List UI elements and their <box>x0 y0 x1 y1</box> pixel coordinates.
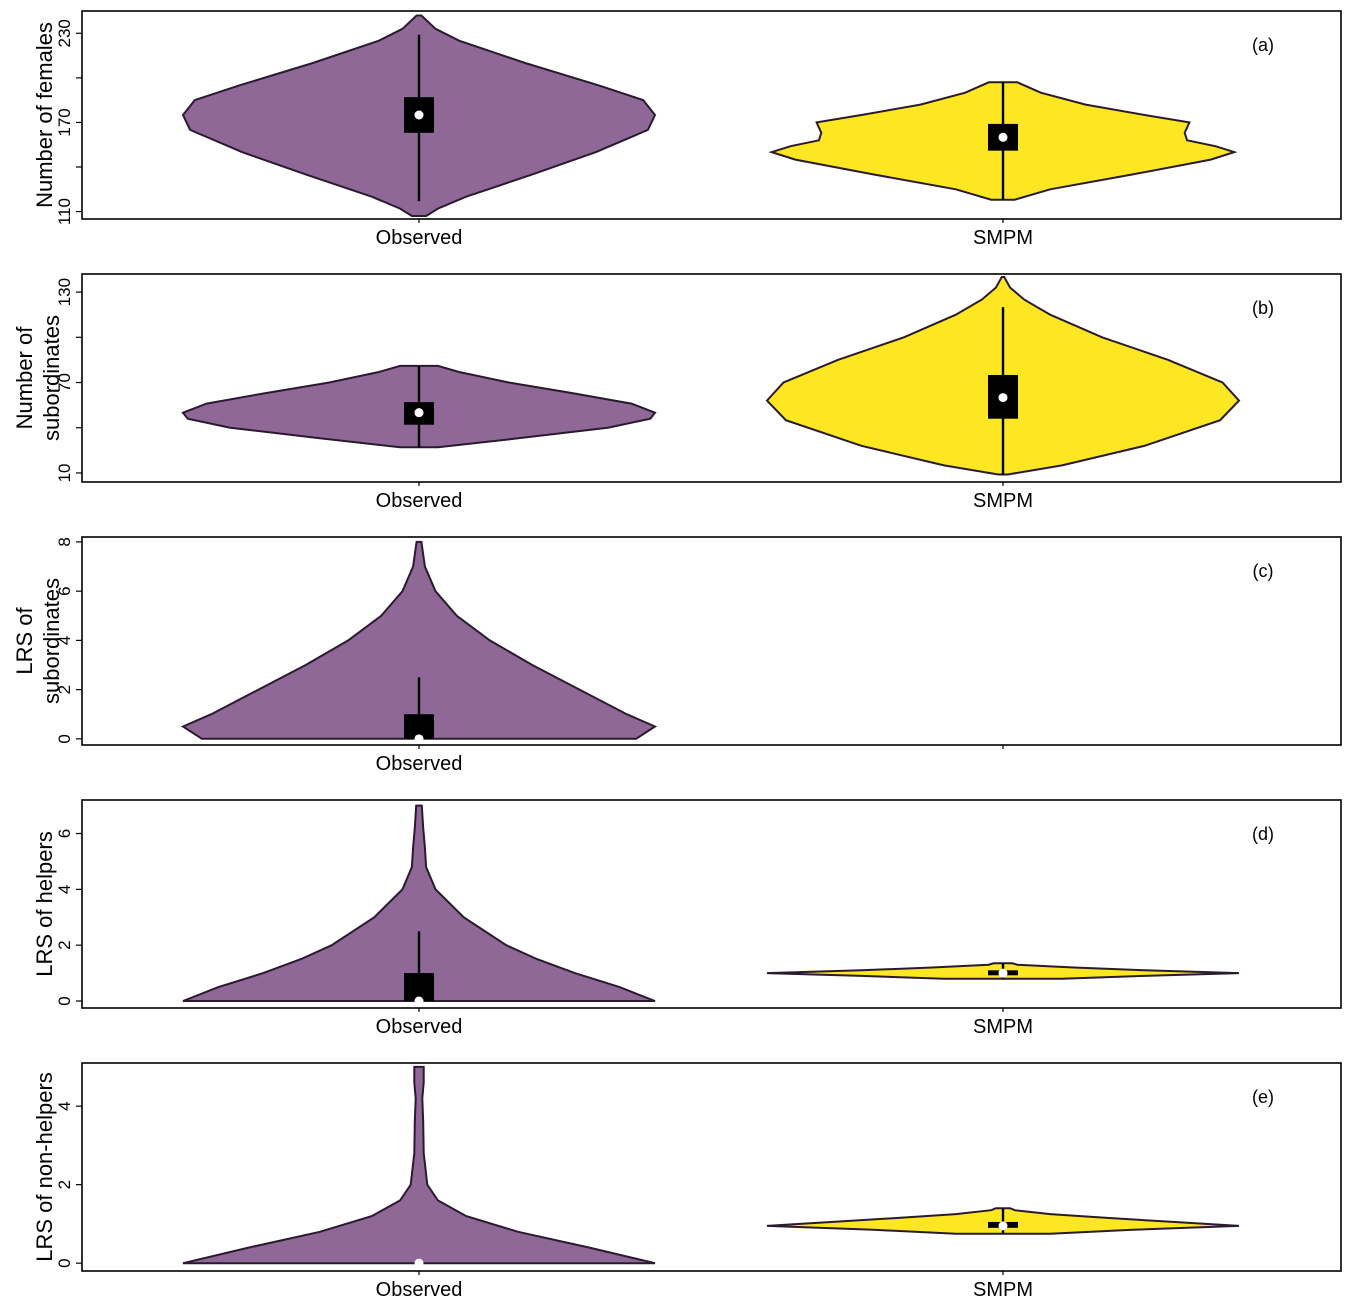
y-tick-label: 0 <box>55 996 74 1005</box>
y-tick-label: 230 <box>55 19 74 47</box>
y-tick-label: 8 <box>55 537 74 546</box>
y-axis-title: LRS of <box>12 606 37 674</box>
y-tick-label: 0 <box>55 734 74 743</box>
y-tick-label: 170 <box>55 108 74 136</box>
iqr-box <box>404 973 434 1002</box>
median-point <box>998 968 1008 978</box>
panel-tag: (b) <box>1252 298 1274 318</box>
panel-b: 10 70 130 Number of subordinates Observed SMPM… <box>12 273 1342 512</box>
violin-observed <box>180 540 658 740</box>
y-tick-label: 130 <box>55 278 74 306</box>
median-point <box>414 996 424 1006</box>
median-point <box>414 734 424 744</box>
category-label: SMPM <box>973 227 1033 249</box>
median-point <box>414 1258 424 1268</box>
category-label: Observed <box>376 227 463 249</box>
y-axis-title: Number of <box>12 326 37 430</box>
plot-frame <box>81 10 1342 220</box>
violin-observed <box>182 804 656 1002</box>
y-axis-title: subordinates <box>39 315 64 441</box>
category-label: SMPM <box>973 490 1033 512</box>
median-point <box>414 110 424 120</box>
y-axis-title: Number of females <box>32 22 57 208</box>
category-label: Observed <box>376 1016 463 1038</box>
y-tick-label: 4 <box>55 885 74 894</box>
y-axis-title: LRS of non-helpers <box>32 1072 57 1262</box>
plot-frame <box>81 536 1342 746</box>
panel-tag: (d) <box>1252 824 1274 844</box>
y-tick-label: 4 <box>55 1101 74 1110</box>
y-tick-label: 110 <box>55 198 74 225</box>
category-label: SMPM <box>973 1016 1033 1038</box>
y-tick-label: 2 <box>55 1180 74 1189</box>
category-label: Observed <box>376 1279 463 1301</box>
plot-frame <box>81 1062 1342 1272</box>
category-label: SMPM <box>973 1279 1033 1301</box>
panel-tag: (a) <box>1252 35 1274 55</box>
y-tick-label: 6 <box>55 829 74 838</box>
y-tick-label: 0 <box>55 1258 74 1267</box>
y-tick-label: 2 <box>55 940 74 949</box>
median-point <box>414 408 424 418</box>
panel-c: 0 2 4 6 8 LRS of subordinates Observed (c) <box>12 536 1342 775</box>
median-point <box>998 393 1008 403</box>
plot-frame <box>81 799 1342 1009</box>
panel-tag: (e) <box>1252 1087 1274 1107</box>
y-axis-title: LRS of helpers <box>32 831 57 977</box>
median-point <box>998 132 1008 142</box>
category-label: Observed <box>376 490 463 512</box>
y-tick-label: 2 <box>55 685 74 694</box>
y-axis-title: subordinates <box>39 578 64 704</box>
y-tick-label: 4 <box>55 636 74 645</box>
y-tick-label: 70 <box>55 373 74 392</box>
violin-observed <box>182 1065 656 1265</box>
y-tick-label: 10 <box>55 463 74 482</box>
plot-frame <box>81 273 1342 483</box>
median-point <box>998 1221 1008 1231</box>
panel-tag: (c) <box>1253 561 1274 581</box>
category-label: Observed <box>376 753 463 775</box>
y-tick-label: 6 <box>55 586 74 595</box>
